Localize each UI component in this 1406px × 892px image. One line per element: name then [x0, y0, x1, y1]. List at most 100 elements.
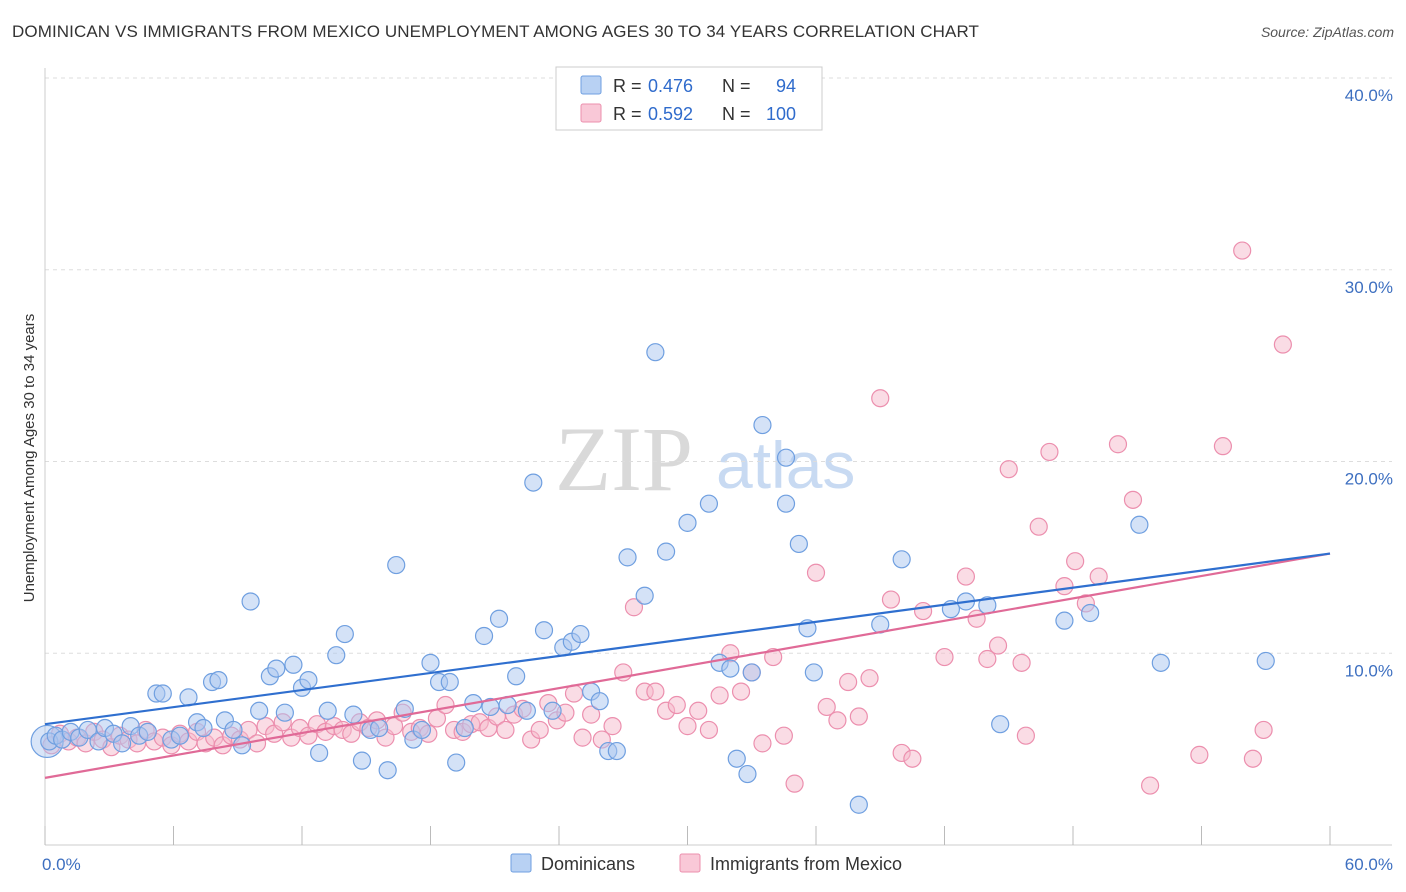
dominicans-point — [507, 667, 526, 686]
dominicans-point — [1130, 515, 1149, 534]
mexico-point — [860, 669, 879, 688]
y-tick-label: 20.0% — [1345, 470, 1393, 489]
mexico-point — [753, 734, 772, 753]
trend-lines — [44, 552, 1331, 779]
dominicans-point — [678, 513, 697, 532]
dominicans-point — [267, 659, 286, 678]
dominicans-point — [517, 701, 536, 720]
mexico-point — [1213, 437, 1233, 456]
dominicans-point — [804, 663, 823, 682]
mexico-point — [1243, 749, 1263, 768]
dominicans-point — [534, 621, 554, 640]
dominicans-point — [170, 726, 190, 745]
dominicans-point — [284, 655, 303, 674]
dominicans-point — [635, 586, 654, 605]
y-tick-label: 30.0% — [1345, 278, 1393, 297]
mexico-point — [956, 567, 976, 586]
grid-lines — [45, 77, 1392, 654]
dominicans-point — [455, 718, 474, 738]
mexico-point — [699, 720, 719, 740]
dominicans-point — [789, 534, 808, 554]
x-tick-label: 0.0% — [42, 855, 81, 874]
dominicans-point — [1055, 611, 1074, 630]
dominicans-point — [1256, 651, 1275, 671]
legend-n-value-2: 100 — [766, 104, 796, 124]
dominicans-point — [892, 550, 911, 569]
dominicans-point — [607, 741, 626, 761]
legend-r-value-2: 0.592 — [648, 104, 693, 124]
mexico-point — [1233, 241, 1252, 260]
legend-n-label-1: N = — [722, 76, 751, 96]
mexico-point — [436, 695, 455, 715]
mexico-point — [774, 726, 793, 745]
mexico-point — [881, 590, 901, 609]
dominicans-point — [524, 473, 543, 492]
watermark-zip: ZIP — [555, 408, 693, 510]
dominicans-point — [421, 653, 440, 672]
mexico-point — [839, 672, 858, 692]
mexico-point — [667, 695, 686, 715]
axes — [44, 68, 1392, 846]
mexico-point — [849, 707, 868, 726]
mexico-point — [530, 720, 549, 740]
legend-swatch-mexico — [580, 103, 602, 123]
dominicans-point — [153, 684, 172, 703]
mexico-point — [646, 682, 665, 701]
dominicans-point — [335, 624, 354, 644]
dominicans-points — [30, 343, 1275, 814]
dominicans-point — [352, 751, 372, 770]
mexico-point — [1016, 726, 1035, 745]
mexico-point — [1273, 335, 1292, 354]
chart-title: DOMINICAN VS IMMIGRANTS FROM MEXICO UNEM… — [12, 22, 980, 41]
mexico-trend-line — [44, 552, 1331, 779]
dominicans-point — [241, 592, 260, 611]
dominicans-point — [412, 720, 432, 740]
mexico-point — [817, 697, 836, 717]
mexico-point — [978, 649, 997, 669]
dominicans-point — [474, 626, 494, 646]
legend-n-label-2: N = — [722, 104, 751, 124]
mexico-point — [603, 717, 622, 736]
mexico-point — [913, 601, 933, 621]
dominicans-point — [646, 343, 665, 362]
mexico-point — [935, 647, 954, 667]
dominicans-point — [571, 624, 590, 644]
bottom-legend-dominicans: Dominicans — [541, 854, 635, 874]
dominicans-point — [250, 701, 269, 720]
dominicans-point — [543, 701, 562, 720]
legend-r-label-2: R = — [613, 104, 642, 124]
mexico-point — [988, 636, 1008, 655]
legend-swatch-dominicans — [580, 75, 602, 95]
mexico-point — [1012, 653, 1031, 672]
dominicans-point — [656, 542, 676, 561]
mexico-point — [903, 749, 922, 768]
x-tick-label: 60.0% — [1345, 855, 1393, 874]
mexico-point — [1040, 442, 1059, 462]
mexico-point — [1190, 745, 1209, 764]
mexico-point — [1254, 720, 1273, 740]
dominicans-point — [387, 555, 406, 575]
mexico-point — [871, 389, 890, 408]
dominicans-point — [699, 494, 719, 513]
dominicans-point — [440, 672, 459, 692]
dominicans-point — [742, 663, 761, 682]
mexico-point — [731, 682, 751, 701]
mexico-point — [678, 717, 697, 736]
dominicans-point — [618, 548, 637, 567]
dominicans-point — [849, 795, 868, 814]
mexico-point — [1108, 435, 1128, 454]
dominicans-point — [776, 448, 796, 467]
dominicans-point — [370, 718, 389, 738]
mexico-point — [496, 720, 515, 740]
mexico-point — [710, 686, 729, 705]
dominicans-point — [776, 494, 796, 513]
legend-r-label-1: R = — [613, 76, 642, 96]
y-tick-label: 10.0% — [1345, 661, 1393, 680]
dominicans-point — [753, 415, 772, 435]
source-label: Source: ZipAtlas.com — [1260, 24, 1394, 40]
y-tick-label: 40.0% — [1345, 86, 1393, 105]
dominicans-trend-line — [44, 552, 1331, 726]
mexico-point — [247, 734, 267, 753]
dominicans-point — [299, 670, 318, 690]
